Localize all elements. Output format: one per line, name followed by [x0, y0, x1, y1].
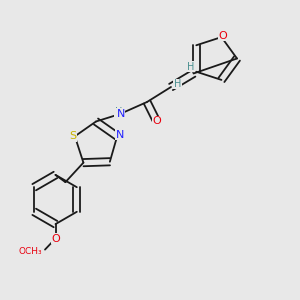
Text: N: N: [116, 109, 125, 119]
Text: OCH₃: OCH₃: [18, 247, 42, 256]
Text: N: N: [116, 130, 124, 140]
Text: H: H: [115, 106, 122, 117]
Text: H: H: [174, 79, 181, 89]
Text: O: O: [219, 31, 227, 40]
Text: O: O: [51, 233, 60, 244]
Text: O: O: [152, 116, 161, 127]
Text: S: S: [69, 131, 76, 141]
Text: H: H: [187, 62, 194, 72]
